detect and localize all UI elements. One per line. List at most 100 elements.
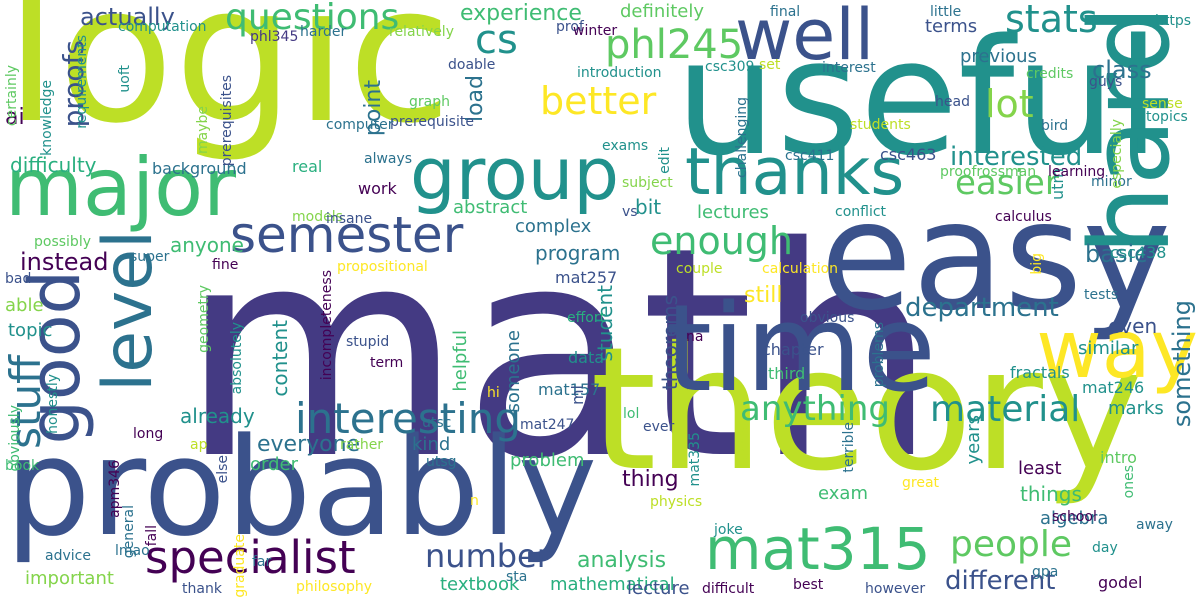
cloud-word: data	[568, 348, 605, 367]
cloud-word: logic	[5, 0, 452, 165]
cloud-word: theory	[590, 311, 1144, 509]
cloud-word: exam	[818, 483, 868, 504]
cloud-word: stats	[1005, 0, 1098, 41]
cloud-word: ones	[1121, 465, 1137, 499]
cloud-word: stupid	[346, 334, 390, 350]
cloud-word: utsg	[426, 454, 457, 470]
cloud-word: definitely	[620, 1, 705, 22]
cloud-word: n	[470, 493, 479, 509]
cloud-word: department	[905, 293, 1059, 323]
cloud-word: phl245	[605, 22, 744, 68]
cloud-word: probably	[5, 409, 598, 566]
cloud-word: https	[1155, 13, 1192, 29]
cloud-word: easier	[955, 163, 1059, 203]
cloud-word: ap	[190, 437, 208, 453]
cloud-word: abstract	[453, 197, 528, 218]
cloud-word: intro	[1100, 448, 1137, 467]
cloud-word: already	[180, 404, 255, 428]
cloud-word: interesting	[295, 394, 522, 443]
cloud-word: phl345	[250, 29, 299, 45]
cloud-word: calculation	[762, 261, 839, 277]
cloud-word: insane	[326, 211, 373, 227]
cloud-word: complex	[515, 216, 592, 237]
cloud-word: anything	[740, 389, 890, 429]
cloud-word: vs	[622, 204, 638, 220]
cloud-word: great	[902, 475, 940, 491]
cloud-word: marks	[1108, 398, 1164, 419]
cloud-word: things	[1020, 482, 1082, 506]
cloud-word: mat257	[555, 268, 618, 287]
cloud-word: big	[1029, 253, 1045, 275]
cloud-word: previous	[960, 46, 1037, 67]
cloud-word: prerequisite	[390, 114, 474, 130]
cloud-word: chaos	[737, 420, 753, 462]
cloud-word: instead	[20, 248, 109, 276]
cloud-word: guys	[1089, 74, 1123, 90]
cloud-word: terms	[925, 16, 978, 37]
cloud-word: terrible	[841, 422, 857, 473]
cloud-word: effort	[567, 310, 606, 326]
cloud-word: csc463	[880, 145, 937, 164]
cloud-word: mat335	[687, 432, 703, 487]
cloud-word: graduate	[232, 534, 248, 598]
cloud-word: actually	[80, 3, 175, 31]
cloud-word: interested	[950, 142, 1083, 172]
cloud-word: absolutely	[229, 322, 245, 395]
cloud-word: csc438	[1110, 243, 1167, 262]
cloud-word: bad	[5, 271, 32, 287]
cloud-word: gpa	[1032, 564, 1059, 580]
cloud-word: credits	[1026, 66, 1074, 82]
cloud-word: conflict	[835, 204, 887, 220]
cloud-word: knowledge	[39, 80, 55, 156]
cloud-word: major	[5, 141, 237, 234]
cloud-word: mat315	[705, 515, 931, 583]
cloud-word: subject	[622, 175, 673, 191]
cloud-word: mat247	[520, 417, 575, 433]
cloud-word: term	[370, 355, 404, 371]
cloud-word: fine	[212, 257, 239, 273]
cloud-word: computer	[326, 117, 394, 133]
cloud-word: little	[930, 4, 962, 20]
cloud-word: problem	[510, 450, 585, 471]
cloud-word: long	[133, 426, 164, 442]
cloud-word: able	[5, 295, 44, 316]
cloud-word: philosophy	[296, 579, 373, 595]
cloud-word: especially	[1109, 119, 1125, 189]
cloud-word: doable	[448, 57, 496, 73]
cloud-word: away	[1136, 517, 1173, 533]
cloud-word: topic	[8, 320, 53, 341]
cloud-word: algebra	[1040, 508, 1109, 529]
cloud-word: mathematical	[550, 574, 675, 595]
cloud-word: harder	[300, 24, 347, 40]
cloud-word: introduction	[577, 65, 662, 81]
cloud-word: proofrossman	[940, 164, 1037, 180]
cloud-word: models	[292, 209, 343, 225]
cloud-word: graph	[409, 94, 450, 110]
cloud-word: relatively	[389, 24, 454, 40]
cloud-word: final	[770, 4, 801, 20]
cloud-word: cs	[475, 17, 518, 63]
cloud-word: incompleteness	[319, 270, 335, 381]
cloud-word: obviously	[7, 405, 23, 472]
cloud-word: minor	[1091, 174, 1132, 190]
cloud-word: still	[744, 283, 783, 308]
cloud-word: kind	[412, 434, 451, 455]
cloud-word: hard	[1066, 5, 1194, 256]
cloud-word: always	[364, 151, 413, 167]
cloud-word: basic	[1085, 240, 1148, 268]
cloud-word: students	[850, 117, 911, 133]
cloud-word: people	[950, 524, 1073, 565]
cloud-word: semester	[230, 206, 464, 264]
cloud-word: content	[268, 320, 292, 397]
cloud-word: background	[152, 159, 247, 178]
cloud-word: super	[130, 249, 170, 265]
cloud-word: maybe	[195, 106, 211, 155]
cloud-word: tests	[1084, 287, 1119, 303]
cloud-word: computation	[118, 19, 207, 35]
cloud-word: better	[540, 79, 657, 123]
cloud-word: experience	[460, 1, 582, 26]
cloud-word: lmao	[115, 543, 150, 559]
cloud-word: fractals	[1010, 363, 1070, 382]
cloud-word: similar	[1078, 338, 1139, 359]
cloud-word: hi	[487, 385, 500, 401]
